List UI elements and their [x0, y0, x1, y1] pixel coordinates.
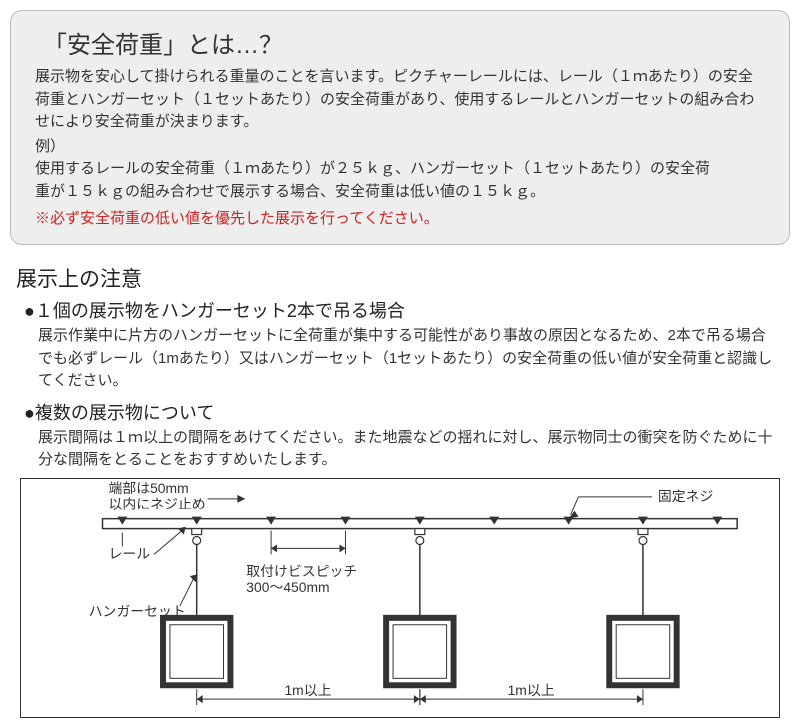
safety-load-info-box: 「安全荷重」とは…？ 展示物を安心して掛けられる重量のことを言います。ピクチャー… — [10, 10, 790, 245]
info-box-warning: ※必ず安全荷重の低い値を優先した展示を行ってください。 — [35, 207, 765, 228]
svg-text:1m以上: 1m以上 — [508, 682, 555, 698]
example-label: 例） — [35, 136, 80, 159]
svg-text:1m以上: 1m以上 — [284, 682, 331, 698]
subsection-1-body: 展示作業中に片方のハンガーセットに全荷重が集中する可能性があり事故の原因となるた… — [38, 325, 780, 393]
subsection-2-title: ●複数の展示物について — [24, 399, 790, 425]
svg-text:ハンガーセット: ハンガーセット — [89, 602, 186, 618]
installation-diagram: 端部は50mm以内にネジ止め 固定ネジレール取付けビスピッチ300～450mm ハン… — [20, 478, 780, 718]
svg-text:レール: レール — [108, 545, 150, 561]
info-box-example: 例） 使用するレールの安全荷重（１ｍあたり）が２５ｋｇ、ハンガーセット（１セット… — [35, 136, 765, 204]
svg-text:端部は50mm: 端部は50mm — [108, 479, 188, 495]
section-title: 展示上の注意 — [16, 263, 790, 293]
svg-text:取付けビスピッチ: 取付けビスピッチ — [246, 563, 357, 579]
info-box-title: 「安全荷重」とは…？ — [43, 25, 765, 60]
svg-text:300～450mm: 300～450mm — [246, 579, 329, 595]
info-box-body: 展示物を安心して掛けられる重量のことを言います。ピクチャーレールには、レール（１… — [35, 66, 765, 134]
example-text: 使用するレールの安全荷重（１ｍあたり）が２５ｋｇ、ハンガーセット（１セットあたり… — [35, 158, 716, 203]
svg-text:固定ネジ: 固定ネジ — [658, 487, 714, 503]
subsection-1-title: ●１個の展示物をハンガーセット2本で吊る場合 — [24, 297, 790, 323]
svg-text:以内にネジ止め: 以内にネジ止め — [108, 495, 205, 511]
subsection-2-body: 展示間隔は１ｍ以上の間隔をあけてください。また地震などの揺れに対し、展示物同士の… — [38, 427, 780, 472]
